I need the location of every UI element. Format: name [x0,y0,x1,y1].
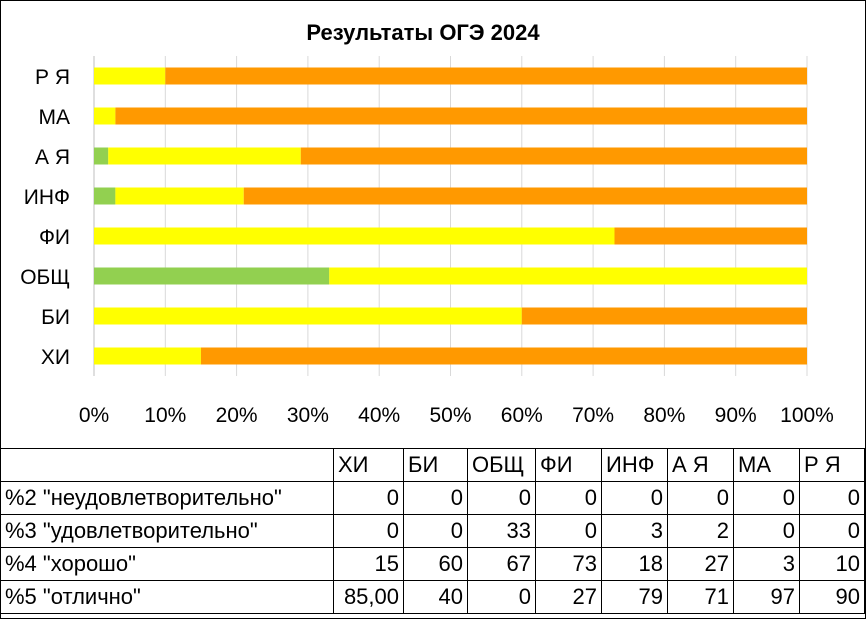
table-cell: 18 [601,547,668,581]
table-cell: 40 [403,580,468,614]
x-tick-label: 0% [79,404,109,427]
table-cell: 0 [467,580,536,614]
bar-segment [329,267,807,285]
x-tick-labels: 0% 10% 20% 30% 40% 50% 60% 70% 80% 90% 100% [79,404,834,427]
table-cell: 0 [403,481,468,515]
table-cell: 10 [799,547,865,581]
category-label: ОБЩ [20,266,70,289]
x-tick-label: 70% [572,404,614,427]
category-label: ИНФ [24,186,70,209]
x-tick-label: 90% [715,404,757,427]
table-cell: 33 [467,514,536,548]
bar-segment [200,347,807,365]
x-tick-label: 20% [216,404,258,427]
table-row: %3 "удовлетворительно" 0 0 33 0 3 2 0 0 [0,514,865,548]
column-header: ОБЩ [467,448,536,482]
category-label: ХИ [41,346,70,369]
chart-title: Результаты ОГЭ 2024 [306,20,540,45]
column-header: ХИ [333,448,404,482]
table-corner-cell [0,448,334,482]
row-label: %3 "удовлетворительно" [0,514,334,548]
column-header: БИ [403,448,468,482]
column-header: Р Я [799,448,865,482]
table-cell: 0 [535,481,602,515]
table-cell: 60 [403,547,468,581]
table-cell: 90 [799,580,865,614]
bar-segment [521,307,807,325]
column-header: ИНФ [601,448,668,482]
bar-segment [165,67,808,85]
table-cell: 27 [667,547,734,581]
x-tick-label: 60% [501,404,543,427]
x-tick-label: 50% [429,404,471,427]
table-cell: 67 [467,547,536,581]
category-label: Р Я [35,66,70,89]
bar-segment [94,147,109,165]
table-cell: 97 [733,580,800,614]
bar-segment [94,67,166,85]
bar-segment [108,147,301,165]
row-label: %4 "хорошо" [0,547,334,581]
bar-segment [115,187,244,205]
chart-area: Результаты ОГЭ 2024 ХИ БИ ОБЩ ФИ ИНФ А Я МА Р Я… [20,20,834,427]
category-label: ФИ [39,226,70,249]
category-label: А Я [35,146,70,169]
x-tick-label: 30% [287,404,329,427]
table-cell: 0 [333,514,404,548]
table-cell: 73 [535,547,602,581]
table-row: %4 "хорошо" 15 60 67 73 18 27 3 10 [0,547,865,581]
table-cell: 3 [601,514,668,548]
table-row: %5 "отлично" 85,00 40 0 27 79 71 97 90 [0,580,865,614]
table-cell: 0 [333,481,404,515]
table-cell: 2 [667,514,734,548]
table-cell: 15 [333,547,404,581]
table-cell: 79 [601,580,668,614]
bar-segment [614,227,807,245]
category-label: БИ [41,306,70,329]
table-header-row: ХИ БИ ОБЩ ФИ ИНФ А Я МА Р Я [0,448,865,482]
bar-segment [94,107,116,125]
x-tick-label: 10% [144,404,186,427]
bar-segment [94,347,201,365]
table-cell: 27 [535,580,602,614]
bar-segment [243,187,808,205]
bar-segment [94,187,116,205]
table-row: %2 "неудовлетворительно" 0 0 0 0 0 0 0 0 [0,481,865,515]
column-header: МА [733,448,800,482]
column-header: ФИ [535,448,602,482]
table-cell: 0 [535,514,602,548]
table-cell: 0 [467,481,536,515]
table-cell: 0 [601,481,668,515]
row-label: %2 "неудовлетворительно" [0,481,334,515]
category-labels: ХИ БИ ОБЩ ФИ ИНФ А Я МА Р Я [20,66,70,369]
data-table: ХИ БИ ОБЩ ФИ ИНФ А Я МА Р Я %2 "неудовлетворител… [0,448,865,614]
table-cell: 85,00 [333,580,404,614]
table-cell: 71 [667,580,734,614]
bar-segment [94,307,522,325]
x-tick-label: 100% [780,404,834,427]
x-tick-label: 80% [643,404,685,427]
category-label: МА [39,106,71,129]
bar-segment [300,147,807,165]
bar-segment [115,107,807,125]
table-cell: 0 [733,481,800,515]
bar-segment [94,227,615,245]
table-cell: 0 [799,514,865,548]
x-tick-label: 40% [358,404,400,427]
table-cell: 0 [403,514,468,548]
table-cell: 3 [733,547,800,581]
table-cell: 0 [667,481,734,515]
column-header: А Я [667,448,734,482]
bars [94,67,808,365]
bar-segment [94,267,330,285]
table-cell: 0 [799,481,865,515]
table-cell: 0 [733,514,800,548]
gridlines [93,56,808,376]
row-label: %5 "отлично" [0,580,334,614]
